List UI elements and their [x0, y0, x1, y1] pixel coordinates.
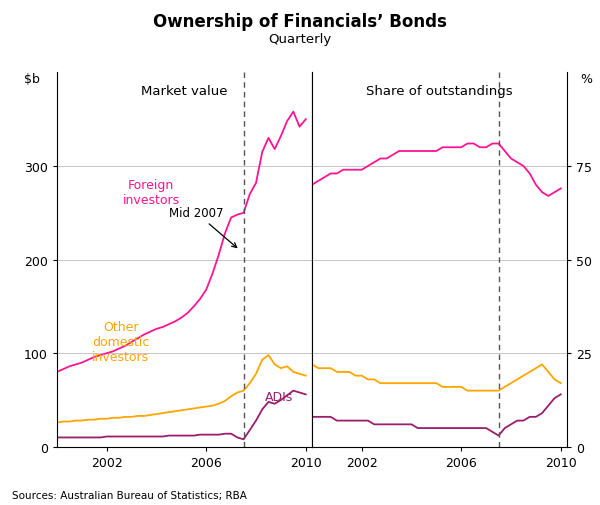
Text: Ownership of Financials’ Bonds: Ownership of Financials’ Bonds	[153, 13, 447, 31]
Text: Share of outstandings: Share of outstandings	[366, 84, 513, 97]
Text: Quarterly: Quarterly	[268, 33, 332, 46]
Text: Other
domestic
investors: Other domestic investors	[92, 321, 149, 364]
Text: Sources: Australian Bureau of Statistics; RBA: Sources: Australian Bureau of Statistics…	[12, 490, 247, 500]
Text: ADIs: ADIs	[265, 390, 293, 403]
Text: $b: $b	[24, 73, 40, 86]
Text: Market value: Market value	[141, 84, 228, 97]
Text: Mid 2007: Mid 2007	[169, 207, 236, 248]
Text: %: %	[581, 73, 593, 86]
Text: Foreign
investors: Foreign investors	[123, 179, 180, 207]
